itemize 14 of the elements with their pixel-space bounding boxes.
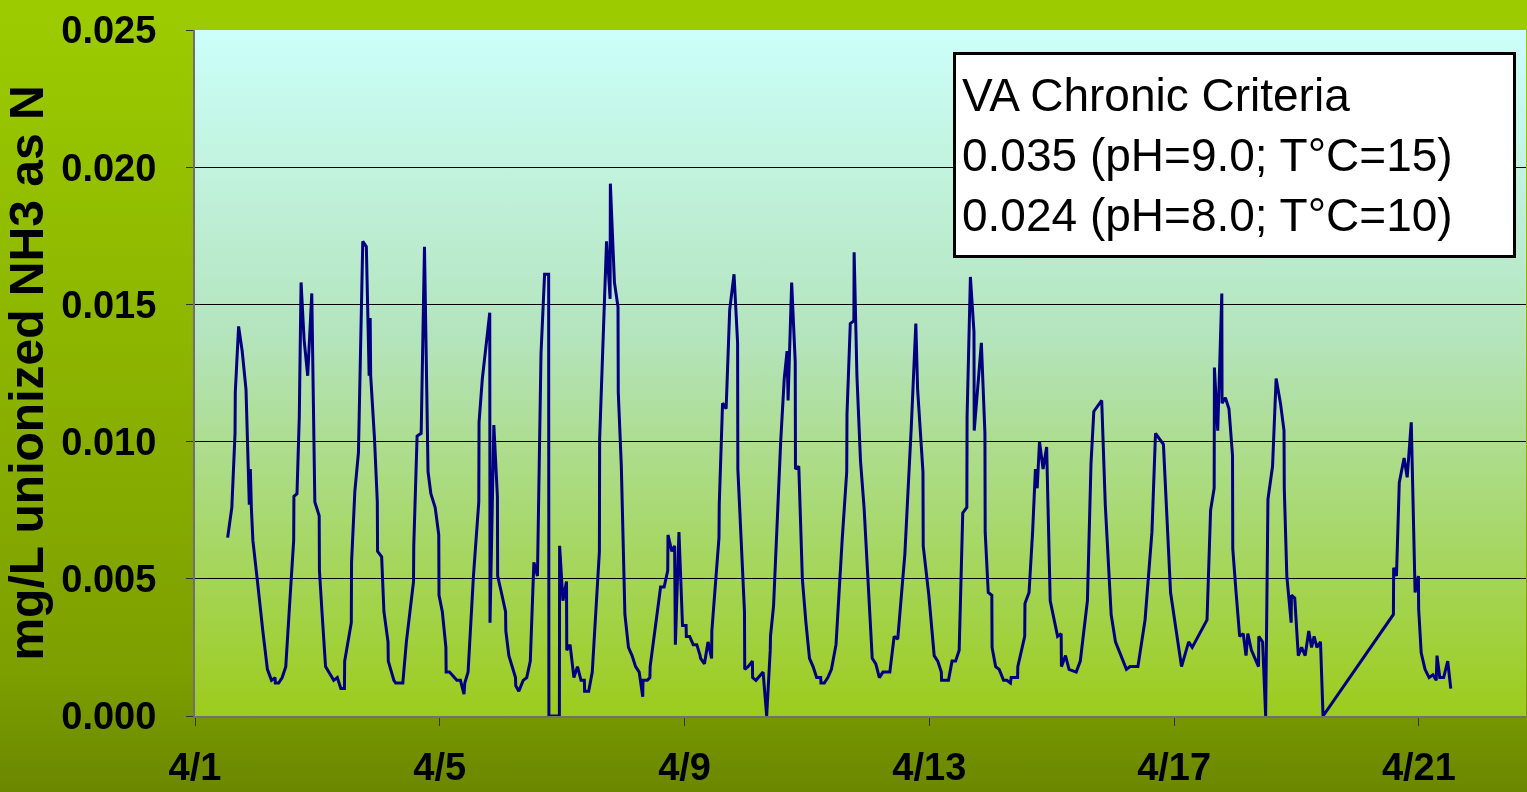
y-tick-label: 0.010 (61, 420, 157, 463)
y-tick-label: 0.015 (61, 283, 157, 326)
y-tick-label: 0.000 (61, 695, 157, 738)
x-tick-label: 4/5 (413, 745, 467, 788)
y-tick-label: 0.025 (61, 9, 157, 52)
x-tick-label: 4/17 (1137, 745, 1212, 788)
x-tick-label: 4/1 (168, 745, 222, 788)
y-axis-title: mg/L unionized NH3 as N (0, 85, 53, 661)
annotation: VA Chronic Criteria 0.035 (pH=9.0; T°C=15) 0.024 (pH=8.0; T°C=10) (962, 69, 1453, 241)
y-tick-label: 0.005 (61, 558, 157, 601)
x-tick-label: 4/9 (658, 745, 711, 788)
y-tick-label: 0.020 (61, 146, 157, 189)
x-tick-label: 4/13 (892, 745, 967, 788)
x-tick-label: 4/21 (1381, 745, 1456, 788)
